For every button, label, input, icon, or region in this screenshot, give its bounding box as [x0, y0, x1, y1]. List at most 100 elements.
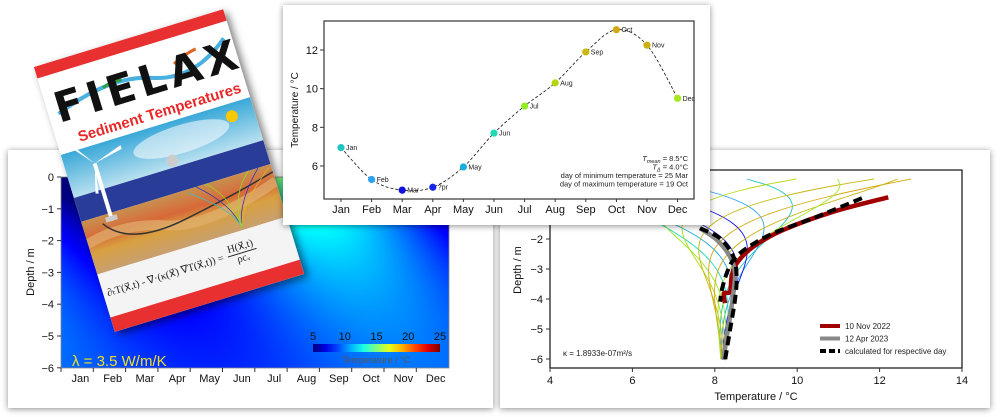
- x-tick-label: 4: [547, 375, 553, 387]
- x-axis-label: Temperature / °C: [714, 391, 797, 403]
- y-tick-label: −5: [41, 331, 54, 343]
- colorbar: [313, 344, 440, 352]
- stats-annotation: TΔ = 4.0°C: [652, 163, 688, 174]
- colorbar-tick-label: 5: [310, 331, 316, 343]
- data-point: [643, 41, 651, 49]
- y-tick-label: 12: [306, 45, 318, 57]
- x-tick-label: 10: [791, 375, 803, 387]
- y-tick-label: −5: [530, 324, 543, 336]
- y-tick-label: −4: [41, 299, 54, 311]
- calculated-profile: [718, 196, 863, 302]
- data-point: [459, 163, 467, 171]
- seasonal-chart: 6 8 10 12 Jan Feb Mar Apr May Jun Jul Aug Sep Oct Nov D…: [290, 20, 696, 216]
- x-tick-label: Aug: [297, 373, 317, 385]
- monthly-profile: [698, 178, 875, 360]
- data-point: [429, 183, 437, 191]
- y-tick-label: −6: [530, 354, 543, 366]
- x-tick-label: Nov: [637, 204, 657, 216]
- sun-icon: [225, 110, 238, 123]
- x-tick-label: Mar: [393, 204, 412, 216]
- y-tick-label: 6: [312, 161, 318, 173]
- y-tick-label: −3: [530, 264, 543, 276]
- subscript: Δ: [656, 168, 661, 174]
- monthly-profile: [649, 178, 765, 360]
- colorbar-tick-label: 25: [434, 331, 446, 343]
- data-point: [612, 26, 621, 34]
- stats-annotation: Tmean = 8.5°C: [642, 154, 688, 165]
- point-label: Oct: [621, 27, 632, 34]
- snowflake-icon: [166, 154, 179, 167]
- point-label: Feb: [377, 177, 389, 184]
- heatmap-axes: 0 −1 −2 −3 −4 −5 −6 Jan Feb Mar Apr May Jun Jul Aug Sep…: [25, 172, 450, 385]
- x-tick-label: Jul: [518, 204, 532, 216]
- x-tick-label: 12: [873, 375, 885, 387]
- subscript: mean: [647, 159, 661, 165]
- colorbar-tick-label: 15: [370, 331, 382, 343]
- x-tick-label: Oct: [608, 204, 625, 216]
- bottom-band: [110, 259, 305, 332]
- x-tick-label: Aug: [545, 204, 565, 216]
- data-point: [582, 48, 590, 56]
- x-tick-label: May: [453, 204, 474, 216]
- monthly-profile: [717, 178, 841, 360]
- seasonal-curve: [340, 29, 678, 192]
- stats-annotation: day of minimum temperature = 25 Mar: [561, 171, 689, 180]
- monthly-profile: [719, 178, 793, 360]
- x-tick-label: Jan: [332, 204, 350, 216]
- x-tick-label: Dec: [426, 373, 446, 385]
- colorbar-label: Temperature / °C: [342, 355, 411, 365]
- x-tick-label: Jul: [267, 373, 281, 385]
- x-tick-label: Jun: [485, 204, 503, 216]
- data-point: [490, 129, 498, 137]
- wind-turbine-icon: [62, 139, 122, 223]
- symbol: T: [642, 154, 648, 163]
- x-tick-label: Apr: [169, 373, 186, 385]
- data-point: [674, 94, 682, 102]
- y-tick-label: −6: [41, 363, 54, 375]
- plot-frame: [323, 20, 695, 200]
- data-point: [521, 102, 529, 110]
- point-label: Dec: [683, 96, 696, 103]
- book-cover: FIELAX Sediment Temperatures ∂ₜT(x⃗,t) -…: [33, 9, 305, 332]
- colorbar-tick-label: 10: [339, 331, 351, 343]
- y-tick-label: 10: [306, 84, 318, 96]
- point-label: May: [468, 164, 482, 171]
- y-axis-label: Temperature / °C: [290, 72, 301, 148]
- point-label: Mar: [407, 188, 420, 195]
- point-label: Nov: [652, 43, 665, 50]
- cable-line: [102, 171, 274, 235]
- top-band: [33, 9, 227, 79]
- colorbar-tick-label: 20: [402, 331, 414, 343]
- y-tick-label: −2: [41, 236, 54, 248]
- x-tick-label: Sep: [576, 204, 596, 216]
- y-tick-label: −4: [530, 294, 543, 306]
- x-tick-label: Oct: [363, 373, 380, 385]
- value: = 4.0°C: [661, 163, 689, 172]
- y-tick-label: 8: [312, 122, 318, 134]
- x-tick-label: Jan: [72, 373, 90, 385]
- x-tick-label: 8: [712, 375, 718, 387]
- y-tick-label: 0: [48, 172, 54, 184]
- x-tick-label: Feb: [103, 373, 122, 385]
- point-label: Jul: [530, 104, 539, 111]
- point-label: Jun: [499, 131, 510, 138]
- profile-chart: 4 6 8 10 12 14 −2 −3 −4 −5 −6 Temperature / °C Depth…: [512, 169, 968, 403]
- value: = 8.5°C: [661, 154, 689, 163]
- data-point: [368, 175, 376, 184]
- y-tick-label: −1: [41, 204, 54, 216]
- data-point: [551, 79, 559, 87]
- point-label: ?pr: [438, 185, 449, 192]
- legend-label: calculated for respective day: [845, 347, 946, 356]
- data-point: [398, 186, 406, 194]
- x-tick-label: 6: [629, 375, 635, 387]
- x-tick-label: Nov: [394, 373, 414, 385]
- book-art: [33, 9, 305, 332]
- y-tick-label: −2: [530, 234, 543, 246]
- point-label: Jan: [346, 145, 357, 152]
- calculated-profile: [699, 226, 739, 361]
- y-tick-label: −3: [41, 267, 54, 279]
- x-tick-label: Feb: [362, 204, 381, 216]
- point-label: Aug: [560, 80, 573, 87]
- point-label: Sep: [591, 49, 604, 56]
- symbol: T: [652, 163, 658, 172]
